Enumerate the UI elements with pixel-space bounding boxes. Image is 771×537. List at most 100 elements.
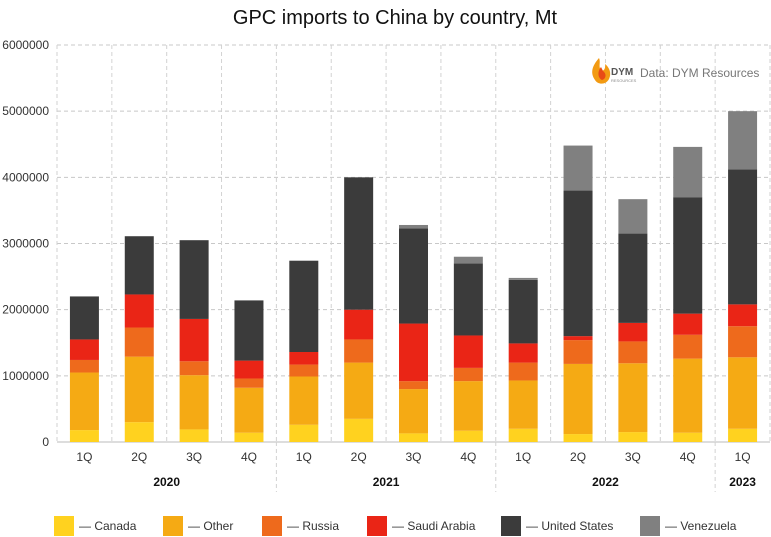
bar-stack-7 xyxy=(399,224,428,442)
bar-canada xyxy=(289,424,319,442)
bar-saudi-arabia xyxy=(563,336,593,341)
bar-russia xyxy=(508,362,538,381)
bar-canada xyxy=(179,429,209,442)
bar-venezuela xyxy=(728,111,758,170)
y-tick-label: 5000000 xyxy=(2,104,49,118)
bar-russia xyxy=(728,326,758,358)
bar-canada xyxy=(673,432,703,442)
bar-united-states xyxy=(234,300,264,361)
x-tick-label: 4Q xyxy=(241,450,257,464)
bar-united-states xyxy=(728,169,758,305)
bar-russia xyxy=(453,367,483,382)
bar-saudi-arabia xyxy=(179,318,209,362)
year-label: 2020 xyxy=(153,475,180,489)
y-tick-label: 0 xyxy=(42,435,49,449)
x-tick-label: 2Q xyxy=(570,450,586,464)
x-tick-label: 1Q xyxy=(515,450,531,464)
bar-saudi-arabia xyxy=(618,322,648,342)
bar-stack-3 xyxy=(179,240,209,442)
bar-venezuela xyxy=(563,145,593,191)
bar-russia xyxy=(69,359,99,373)
legend-item-canada: — Canada xyxy=(54,516,137,536)
bar-saudi-arabia xyxy=(399,323,428,382)
gridlines xyxy=(56,44,771,443)
bar-united-states xyxy=(344,177,374,310)
x-tick-label: 2Q xyxy=(351,450,367,464)
bar-canada xyxy=(399,433,428,442)
bar-saudi-arabia xyxy=(69,339,99,360)
legend-label: — Saudi Arabia xyxy=(392,519,476,533)
bar-united-states xyxy=(563,190,593,337)
bar-other xyxy=(673,358,703,433)
bar-other xyxy=(234,387,264,433)
bar-russia xyxy=(399,381,428,390)
bar-other xyxy=(618,363,648,433)
legend-label: — Russia xyxy=(287,519,339,533)
bar-united-states xyxy=(508,279,538,344)
bar-canada xyxy=(69,430,99,442)
legend-item-united-states: — United States xyxy=(501,516,613,536)
logo-text: DYM xyxy=(611,67,633,78)
x-tick-label: 3Q xyxy=(625,450,641,464)
bar-other xyxy=(69,372,99,431)
legend-label: — Canada xyxy=(79,519,137,533)
legend-label: — United States xyxy=(526,519,613,533)
bar-saudi-arabia xyxy=(453,335,483,368)
bar-venezuela xyxy=(618,199,648,234)
bar-russia xyxy=(673,334,703,359)
bar-united-states xyxy=(618,233,648,323)
bar-russia xyxy=(618,341,648,364)
bar-venezuela xyxy=(673,146,703,198)
x-tick-label: 2Q xyxy=(131,450,147,464)
bar-saudi-arabia xyxy=(508,343,538,363)
bar-other xyxy=(179,375,209,430)
legend-item-venezuela: — Venezuela xyxy=(640,516,737,536)
legend: — Canada — Other — Russia — Saudi Arabia — U… xyxy=(54,516,737,536)
bar-venezuela xyxy=(399,224,428,229)
bar-stack-6 xyxy=(344,177,374,442)
bar-canada xyxy=(618,432,648,442)
year-label: 2021 xyxy=(373,475,400,489)
bar-venezuela xyxy=(453,256,483,264)
bar-russia xyxy=(179,361,209,376)
bar-other xyxy=(289,376,319,425)
bar-saudi-arabia xyxy=(673,313,703,335)
bar-other xyxy=(508,380,538,429)
y-tick-label: 6000000 xyxy=(2,38,49,52)
x-tick-label: 3Q xyxy=(405,450,421,464)
bar-other xyxy=(124,356,154,423)
x-tick-label: 1Q xyxy=(296,450,312,464)
bar-stack-2 xyxy=(124,236,154,442)
bar-stack-10 xyxy=(563,145,593,442)
bar-other xyxy=(453,381,483,431)
legend-item-saudi-arabia: — Saudi Arabia xyxy=(367,516,476,536)
legend-swatch xyxy=(54,516,74,536)
bar-united-states xyxy=(453,263,483,336)
bar-canada xyxy=(453,430,483,442)
bar-canada xyxy=(563,434,593,442)
bar-stacks xyxy=(69,111,758,442)
bar-russia xyxy=(234,378,264,388)
bar-stack-11 xyxy=(618,199,648,442)
legend-label: — Venezuela xyxy=(665,519,737,533)
bar-saudi-arabia xyxy=(289,352,319,365)
bar-stack-4 xyxy=(234,300,264,442)
year-label: 2022 xyxy=(592,475,619,489)
bar-stack-8 xyxy=(453,256,483,442)
source-text: Data: DYM Resources xyxy=(640,66,759,80)
bar-other xyxy=(728,357,758,429)
bar-saudi-arabia xyxy=(124,294,154,328)
bar-canada xyxy=(728,428,758,442)
flame-icon xyxy=(592,58,611,84)
bar-canada xyxy=(508,428,538,442)
bar-stack-13 xyxy=(728,111,758,442)
legend-swatch xyxy=(163,516,183,536)
bar-russia xyxy=(344,339,374,363)
year-label: 2023 xyxy=(729,475,756,489)
chart-title: GPC imports to China by country, Mt xyxy=(233,7,558,29)
bar-united-states xyxy=(399,228,428,324)
x-tick-label: 3Q xyxy=(186,450,202,464)
y-axis: 0 1000000 2000000 3000000 4000000 5000000 6000… xyxy=(2,38,49,449)
y-tick-label: 1000000 xyxy=(2,369,49,383)
